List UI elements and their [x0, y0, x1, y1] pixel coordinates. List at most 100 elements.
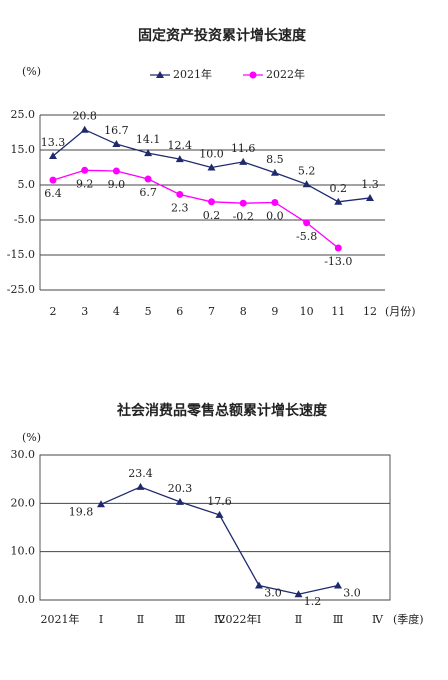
x-tick-label: 3: [81, 305, 88, 318]
legend-label: 2022年: [266, 67, 305, 81]
point: [334, 197, 343, 205]
data-label: 3.0: [343, 587, 361, 600]
legend-label: 2021年: [173, 67, 212, 81]
point: [208, 198, 215, 206]
data-label: -5.8: [296, 230, 317, 243]
point: [303, 219, 311, 227]
x-tick-label: Ⅲ: [175, 613, 186, 626]
data-label: 5.2: [298, 164, 316, 177]
point: [249, 71, 257, 79]
x-tick-label: 11: [331, 305, 345, 318]
data-label: 8.5: [266, 153, 284, 166]
plot-frame: [39, 454, 391, 601]
annotation: 2021年: [41, 612, 80, 626]
point: [175, 155, 184, 163]
data-label: 0.0: [266, 210, 284, 223]
data-label: 0.2: [203, 209, 221, 222]
y-tick-label: 25.0: [11, 108, 36, 121]
y-tick-label: 30.0: [11, 448, 36, 461]
y-axis-label: (%): [22, 65, 41, 78]
x-tick-label: Ⅲ: [333, 613, 344, 626]
point: [215, 510, 224, 518]
y-tick-label: -15.0: [7, 248, 35, 261]
x-tick-label: 9: [271, 305, 278, 318]
data-label: 9.0: [108, 178, 126, 191]
data-label: 16.7: [104, 124, 129, 137]
point: [207, 163, 216, 171]
data-label: -0.2: [233, 210, 254, 223]
y-tick-label: -5.0: [14, 213, 35, 226]
x-tick-label: Ⅳ: [372, 613, 384, 626]
x-tick-label: Ⅱ: [137, 613, 144, 626]
y-tick-label: 0.0: [18, 593, 36, 606]
chart-title: 固定资产投资累计增长速度: [138, 27, 307, 44]
data-label: 6.4: [44, 187, 62, 200]
point: [97, 500, 105, 508]
point: [334, 581, 342, 589]
data-label: 1.2: [304, 595, 322, 608]
annotation: 2022年: [219, 612, 258, 626]
point: [366, 193, 374, 201]
data-label: 1.3: [361, 178, 379, 191]
point: [176, 190, 184, 198]
data-label: 13.3: [41, 136, 66, 149]
point: [239, 199, 247, 207]
point: [80, 125, 89, 133]
point: [239, 157, 248, 165]
x-tick-label: 10: [300, 305, 314, 318]
x-tick-label: 2: [50, 305, 57, 318]
y-axis-label: (%): [22, 431, 41, 444]
y-tick-label: 15.0: [11, 143, 36, 156]
data-label: 9.2: [76, 177, 94, 190]
point: [49, 151, 57, 159]
data-label: 20.8: [72, 110, 97, 123]
chart-title: 社会消费品零售总额累计增长速度: [116, 402, 328, 419]
y-tick-label: 20.0: [11, 496, 36, 509]
x-axis-label: (季度): [393, 612, 424, 626]
x-tick-label: Ⅳ: [214, 613, 226, 626]
point: [49, 176, 57, 184]
data-label: 3.0: [264, 587, 282, 600]
x-tick-label: 6: [176, 305, 183, 318]
x-tick-label: 12: [363, 305, 377, 318]
point: [112, 140, 121, 148]
point: [302, 180, 311, 188]
point: [144, 149, 153, 157]
data-label: 11.6: [231, 142, 256, 155]
data-label: 14.1: [136, 133, 161, 146]
point: [136, 482, 145, 490]
y-tick-label: 5.0: [18, 178, 36, 191]
data-label: 20.3: [168, 482, 193, 495]
y-tick-label: 10.0: [11, 545, 36, 558]
point: [176, 497, 184, 505]
x-tick-label: 4: [113, 305, 120, 318]
point: [156, 71, 164, 78]
data-label: 0.2: [330, 182, 348, 195]
x-tick-label: 5: [145, 305, 152, 318]
point: [271, 199, 279, 206]
x-tick-label: Ⅱ: [295, 613, 302, 626]
x-tick-label: 7: [208, 305, 215, 318]
point: [112, 167, 120, 175]
data-label: 12.4: [168, 139, 193, 152]
data-label: -13.0: [324, 255, 352, 268]
x-tick-label: Ⅰ: [257, 613, 261, 626]
point: [81, 166, 89, 174]
data-label: 17.6: [207, 495, 232, 508]
data-label: 2.3: [171, 201, 189, 214]
x-tick-label: 8: [240, 305, 247, 318]
point: [144, 175, 152, 183]
x-axis-label: (月份): [385, 305, 416, 318]
data-label: 6.7: [139, 186, 157, 199]
point: [334, 244, 342, 252]
data-label: 23.4: [128, 467, 153, 480]
point: [255, 581, 263, 589]
point: [294, 590, 303, 598]
data-label: 19.8: [69, 505, 94, 518]
point: [270, 168, 279, 176]
x-tick-label: Ⅰ: [99, 613, 103, 626]
y-tick-label: -25.0: [7, 283, 35, 296]
series-line: [52, 169, 339, 249]
data-label: 10.0: [199, 148, 224, 161]
